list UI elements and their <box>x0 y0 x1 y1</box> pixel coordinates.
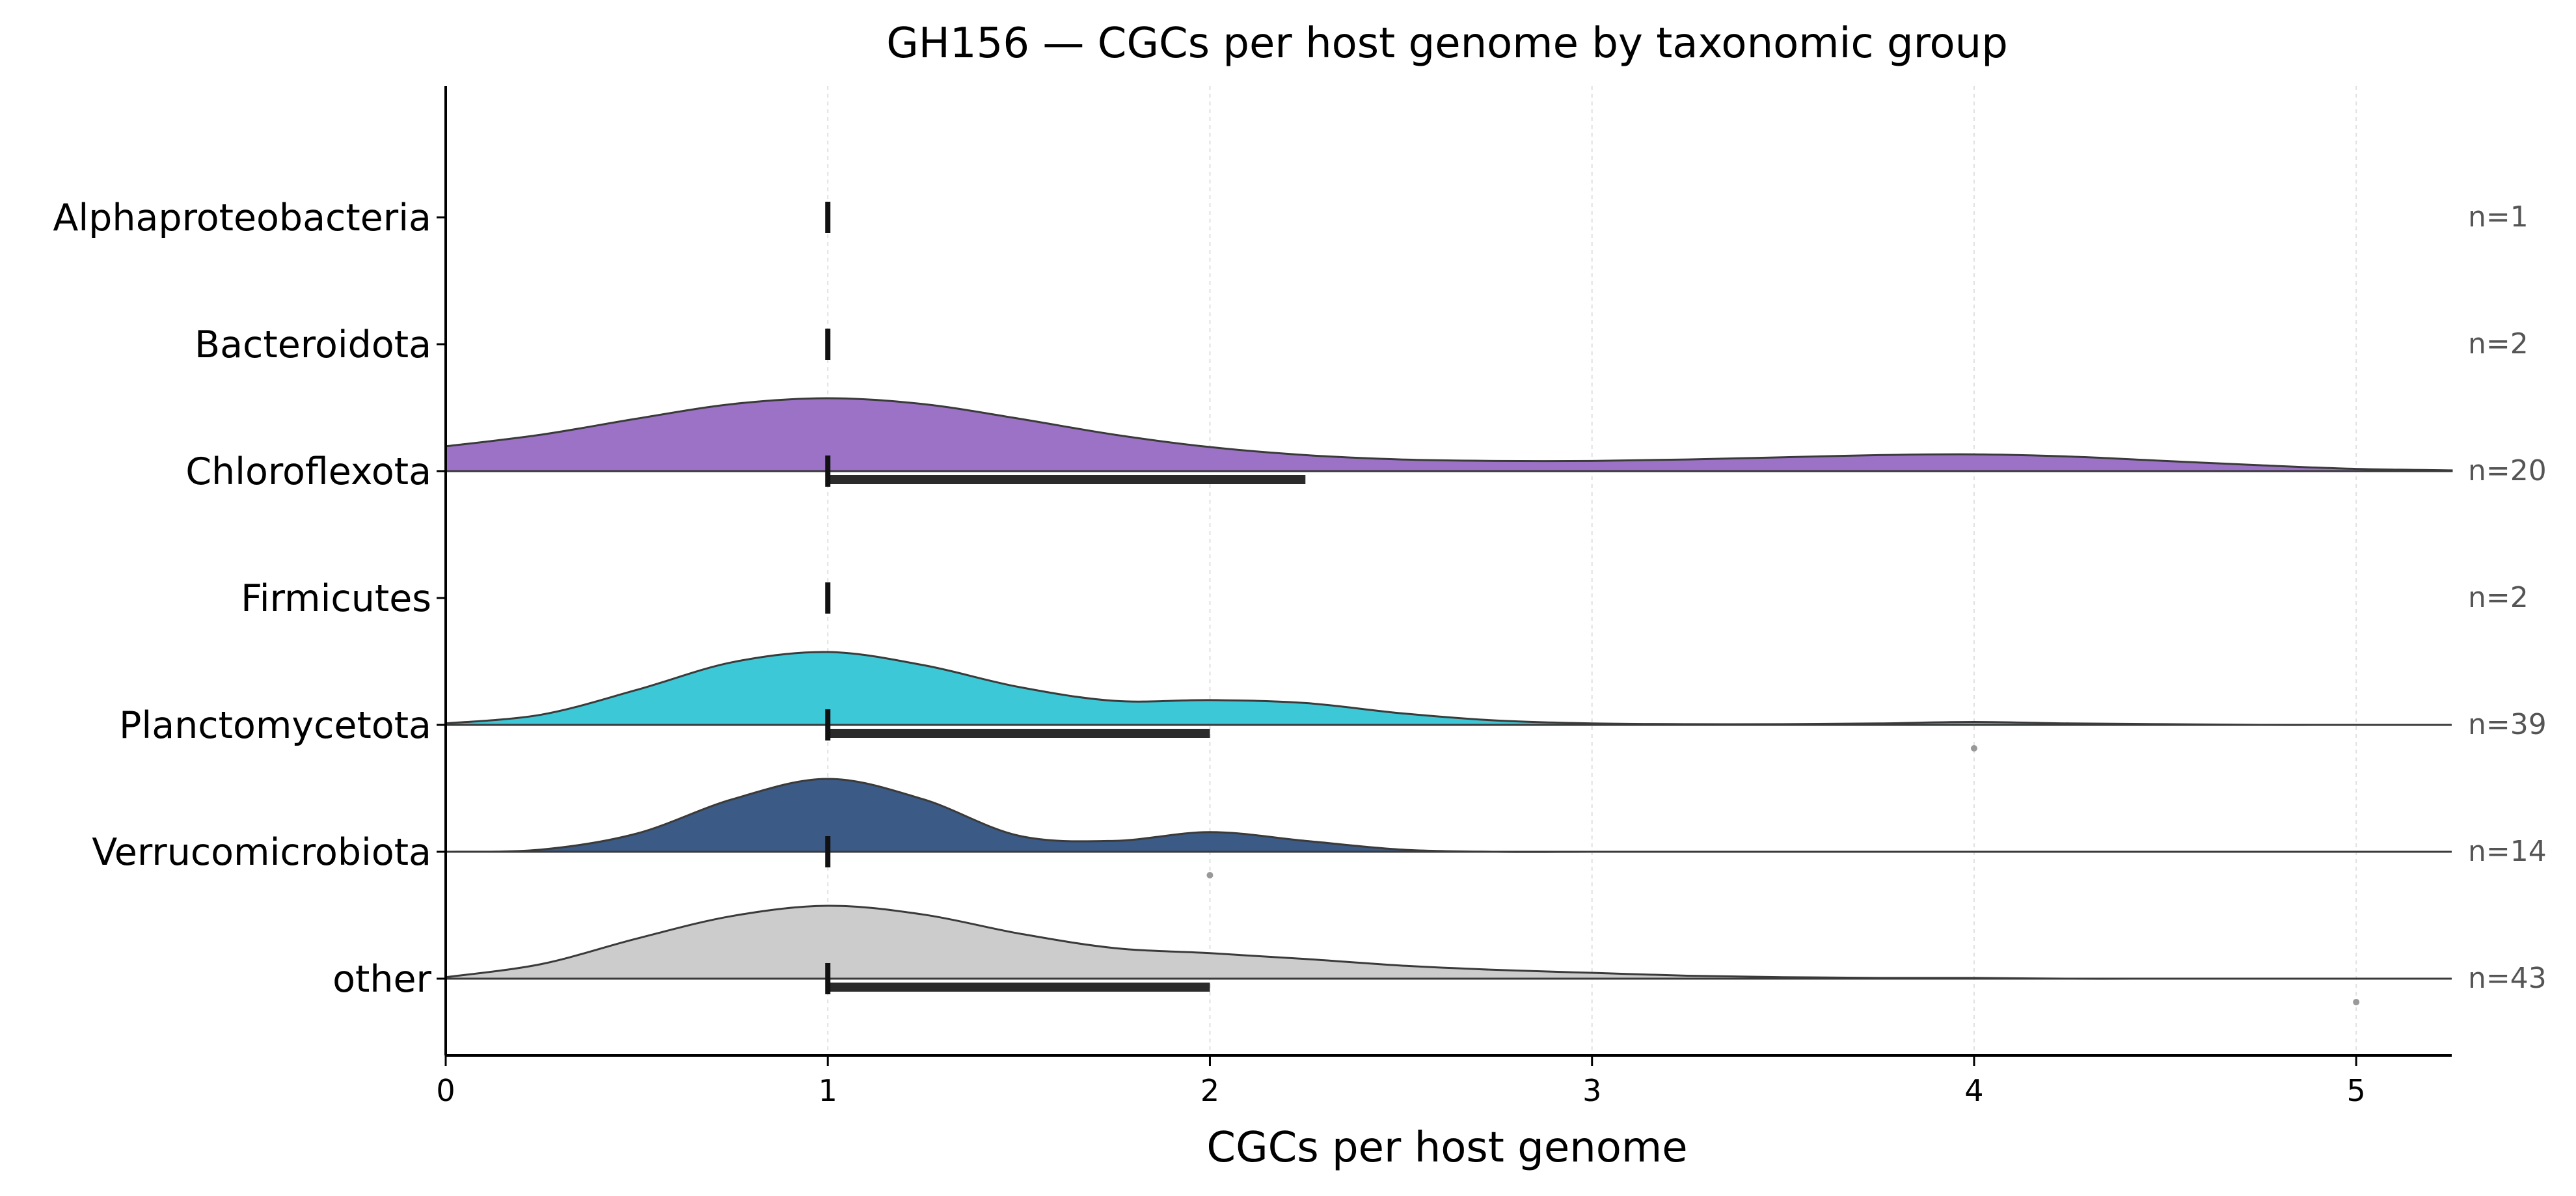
violin-layer: Alphaproteobacteria n=1 Bacteroidota n=2 Chl… <box>53 197 2547 1005</box>
outlier-point <box>2353 999 2360 1005</box>
category-group-firmicutes: Firmicutes n=2 <box>241 577 2529 620</box>
n-count-label: n=1 <box>2468 200 2529 234</box>
n-count-label: n=2 <box>2468 581 2529 614</box>
x-tick-label: 1 <box>819 1073 837 1108</box>
category-label: Planctomycetota <box>119 704 431 747</box>
x-axis-label: CGCs per host genome <box>1206 1124 1687 1172</box>
violin-other <box>444 904 2452 980</box>
category-group-bacteroidota: Bacteroidota n=2 <box>195 323 2529 366</box>
category-group-alphaproteobacteria: Alphaproteobacteria n=1 <box>53 197 2528 239</box>
chart-title: GH156 — CGCs per host genome by taxonomi… <box>886 20 2008 68</box>
n-count-label: n=39 <box>2468 708 2547 741</box>
n-count-label: n=2 <box>2468 327 2529 360</box>
category-group-other: other n=43 <box>332 904 2547 1005</box>
outlier-point <box>1970 745 1977 752</box>
violin-planctomycetota <box>444 651 2452 726</box>
x-tick-label: 5 <box>2347 1073 2366 1108</box>
x-tick-label: 0 <box>436 1073 455 1108</box>
category-group-verrucomicrobiota: Verrucomicrobiota n=14 <box>92 778 2547 878</box>
category-label: other <box>332 958 431 1001</box>
n-count-label: n=20 <box>2468 454 2547 487</box>
iqr-bar-other <box>828 983 1210 992</box>
category-group-planctomycetota: Planctomycetota n=39 <box>119 651 2547 752</box>
grid-layer <box>827 86 2357 1055</box>
category-group-chloroflexota: Chloroflexota n=20 <box>185 397 2547 493</box>
x-tick-label: 2 <box>1200 1073 1219 1108</box>
iqr-bar-chloroflexota <box>828 475 1306 484</box>
x-tick-label: 3 <box>1582 1073 1601 1108</box>
category-label: Alphaproteobacteria <box>53 197 431 239</box>
category-label: Firmicutes <box>241 577 431 620</box>
violin-verrucomicrobiota <box>445 778 2452 853</box>
category-label: Verrucomicrobiota <box>92 831 431 874</box>
outlier-point <box>1206 872 1213 878</box>
axis-layer: 0 1 2 3 4 5 <box>436 86 2452 1108</box>
n-count-label: n=14 <box>2468 835 2547 868</box>
violin-chloroflexota <box>444 397 2453 472</box>
n-count-label: n=43 <box>2468 962 2547 995</box>
iqr-bar-planctomycetota <box>828 729 1210 738</box>
category-label: Bacteroidota <box>195 323 431 366</box>
category-label: Chloroflexota <box>185 450 431 493</box>
x-tick-label: 4 <box>1964 1073 1983 1108</box>
